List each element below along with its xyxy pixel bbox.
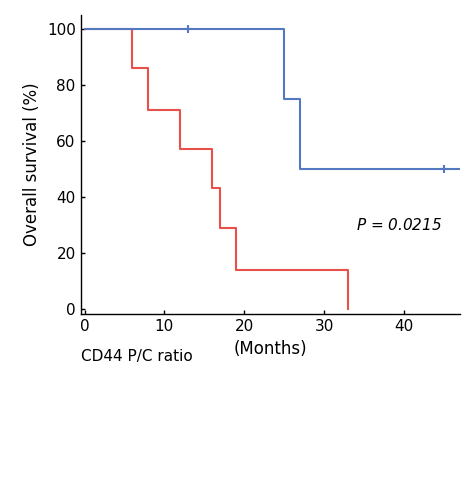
X-axis label: (Months): (Months) xyxy=(233,340,307,358)
Y-axis label: Overall survival (%): Overall survival (%) xyxy=(23,83,41,247)
Text: CD44 P/C ratio: CD44 P/C ratio xyxy=(81,349,192,364)
Text: $P$ = 0.0215: $P$ = 0.0215 xyxy=(356,217,442,233)
